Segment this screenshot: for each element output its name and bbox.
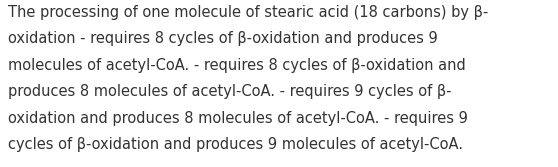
Text: oxidation and produces 8 molecules of acetyl-CoA. - requires 9: oxidation and produces 8 molecules of ac…	[8, 111, 468, 126]
Text: oxidation - requires 8 cycles of β-oxidation and produces 9: oxidation - requires 8 cycles of β-oxida…	[8, 31, 438, 46]
Text: molecules of acetyl-CoA. - requires 8 cycles of β-oxidation and: molecules of acetyl-CoA. - requires 8 cy…	[8, 58, 466, 73]
Text: cycles of β-oxidation and produces 9 molecules of acetyl-CoA.: cycles of β-oxidation and produces 9 mol…	[8, 137, 463, 152]
Text: produces 8 molecules of acetyl-CoA. - requires 9 cycles of β-: produces 8 molecules of acetyl-CoA. - re…	[8, 84, 452, 99]
Text: The processing of one molecule of stearic acid (18 carbons) by β-: The processing of one molecule of steari…	[8, 5, 489, 20]
